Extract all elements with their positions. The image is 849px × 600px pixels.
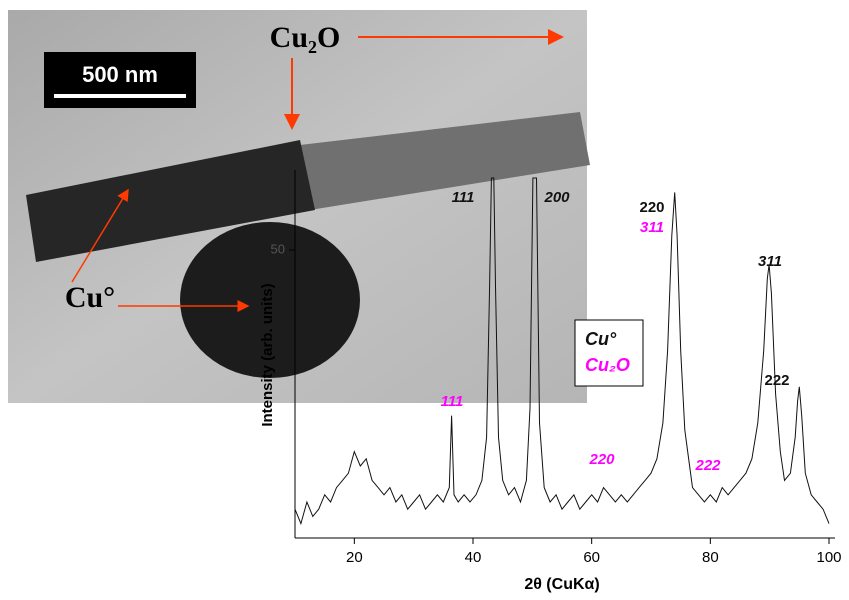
- x-tick-label: 60: [583, 549, 600, 566]
- x-tick-label: 80: [702, 549, 719, 566]
- legend-entry: Cu₂O: [585, 355, 630, 375]
- x-axis-title: 2θ (CuKα): [524, 576, 599, 593]
- legend-entry: Cu°: [585, 329, 617, 349]
- peak-label: 111: [452, 189, 475, 206]
- peak-label: 220: [639, 199, 664, 216]
- x-tick-label: 40: [465, 549, 482, 566]
- y-tick-label: 50: [271, 241, 285, 256]
- peak-label: 222: [694, 457, 721, 474]
- peak-label: 111: [441, 393, 464, 410]
- peak-label: 222: [764, 372, 789, 389]
- cu-label: Cu°: [65, 281, 115, 314]
- peak-label: 311: [640, 219, 664, 236]
- cu2o-label: Cu₂O: [270, 21, 341, 54]
- x-tick-label: 20: [346, 549, 363, 566]
- peak-label: 311: [758, 253, 782, 270]
- figure: 500 nm Cu₂O Cu° Intensity (arb. units) 2…: [0, 0, 849, 600]
- x-tick-label: 100: [816, 549, 841, 566]
- peak-label: 200: [543, 189, 570, 206]
- tem-image: 500 nm Cu₂O Cu°: [8, 10, 590, 403]
- peak-label: 220: [588, 451, 615, 468]
- scale-bar-label: 500 nm: [82, 62, 158, 87]
- y-axis-title: Intensity (arb. units): [259, 283, 276, 426]
